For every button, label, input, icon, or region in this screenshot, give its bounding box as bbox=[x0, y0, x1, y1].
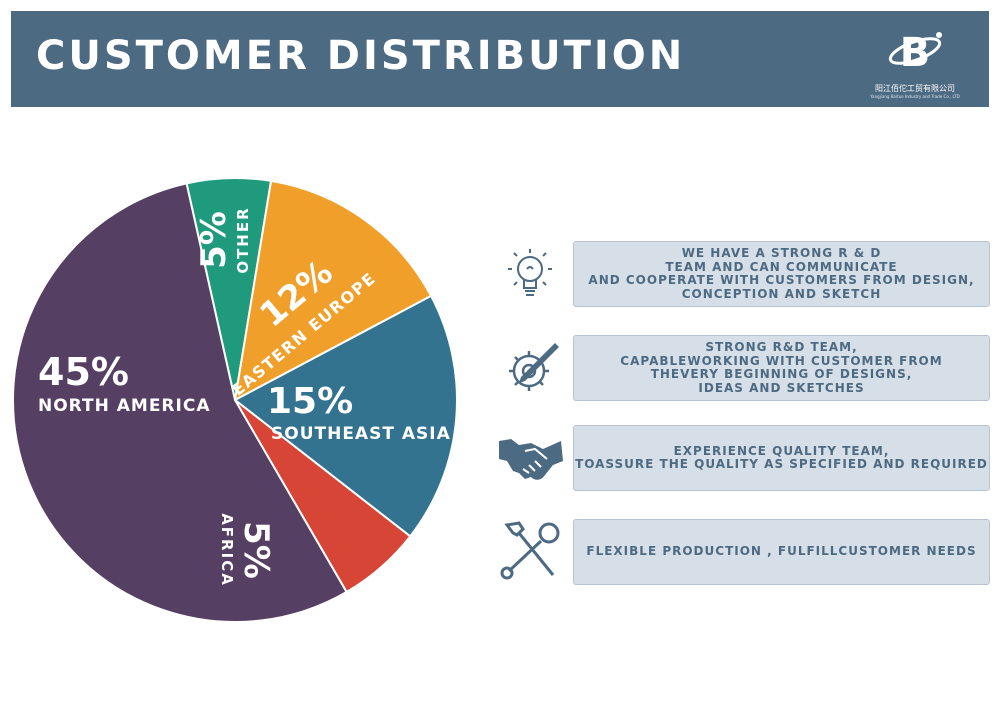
feature-text: WE HAVE A STRONG R & D TEAM AND CAN COMM… bbox=[588, 246, 975, 301]
feature-text-box: FLEXIBLE PRODUCTION , FULFILLCUSTOMER NE… bbox=[573, 519, 990, 585]
slice-value-label: 5% bbox=[194, 211, 234, 269]
label-other: 5% OTHER bbox=[194, 206, 252, 273]
pie-slice-southeast-asia bbox=[233, 294, 458, 538]
feature-row: WE HAVE A STRONG R & D TEAM AND CAN COMM… bbox=[495, 241, 990, 307]
slice-category-label: OTHER bbox=[234, 206, 252, 273]
label-southeast-asia: 15% SOUTHEAST ASIA bbox=[267, 381, 451, 444]
slice-value-label: 45% bbox=[38, 350, 129, 394]
slice-value-label: 15% bbox=[267, 381, 353, 422]
feature-text-box: STRONG R&D TEAM, CAPABLEWORKING WITH CUS… bbox=[573, 335, 990, 401]
feature-text: EXPERIENCE QUALITY TEAM, TOASSURE THE QU… bbox=[575, 443, 988, 471]
pie-slice-north-america bbox=[12, 182, 348, 623]
feature-row: FLEXIBLE PRODUCTION , FULFILLCUSTOMER NE… bbox=[495, 519, 990, 585]
page-title: CUSTOMER DISTRIBUTION bbox=[36, 33, 686, 79]
logo-company-name-en: Yangjiang Baituo Industry and Trade Co.,… bbox=[870, 94, 960, 99]
slice-category-label: NORTH AMERICA bbox=[38, 396, 210, 416]
logo-glyph: B bbox=[900, 30, 931, 76]
label-africa: 5% AFRICA bbox=[218, 513, 276, 587]
pie-chart: 5% OTHER 12% EASTERN EUROPE 15% SOUTHEAS… bbox=[12, 177, 458, 623]
slice-category-label: AFRICA bbox=[218, 513, 236, 587]
logo-icon: B bbox=[888, 30, 942, 76]
header-bar: CUSTOMER DISTRIBUTION B 阳江佰佗工贸有限公司 Yangj… bbox=[11, 11, 989, 107]
feature-row: EXPERIENCE QUALITY TEAM, TOASSURE THE QU… bbox=[495, 425, 990, 491]
feature-text: FLEXIBLE PRODUCTION , FULFILLCUSTOMER NE… bbox=[586, 544, 977, 559]
feature-text-box: WE HAVE A STRONG R & D TEAM AND CAN COMM… bbox=[573, 241, 990, 307]
slice-value-label: 5% bbox=[236, 521, 276, 579]
handshake-icon bbox=[499, 439, 563, 480]
feature-row: STRONG R&D TEAM, CAPABLEWORKING WITH CUS… bbox=[495, 335, 990, 401]
company-logo: B 阳江佰佗工贸有限公司 Yangjiang Baituo Industry a… bbox=[855, 21, 975, 101]
slice-category-label: SOUTHEAST ASIA bbox=[271, 424, 451, 444]
feature-text-box: EXPERIENCE QUALITY TEAM, TOASSURE THE QU… bbox=[573, 425, 990, 491]
tools-icon bbox=[500, 521, 560, 580]
lightbulb-icon bbox=[508, 249, 552, 296]
gear-pencil-icon bbox=[509, 343, 559, 391]
logo-company-name: 阳江佰佗工贸有限公司 bbox=[875, 84, 955, 93]
label-north-america: 45% NORTH AMERICA bbox=[38, 350, 210, 416]
pie-slice-eastern-europe bbox=[233, 179, 433, 402]
feature-text: STRONG R&D TEAM, CAPABLEWORKING WITH CUS… bbox=[620, 340, 943, 395]
